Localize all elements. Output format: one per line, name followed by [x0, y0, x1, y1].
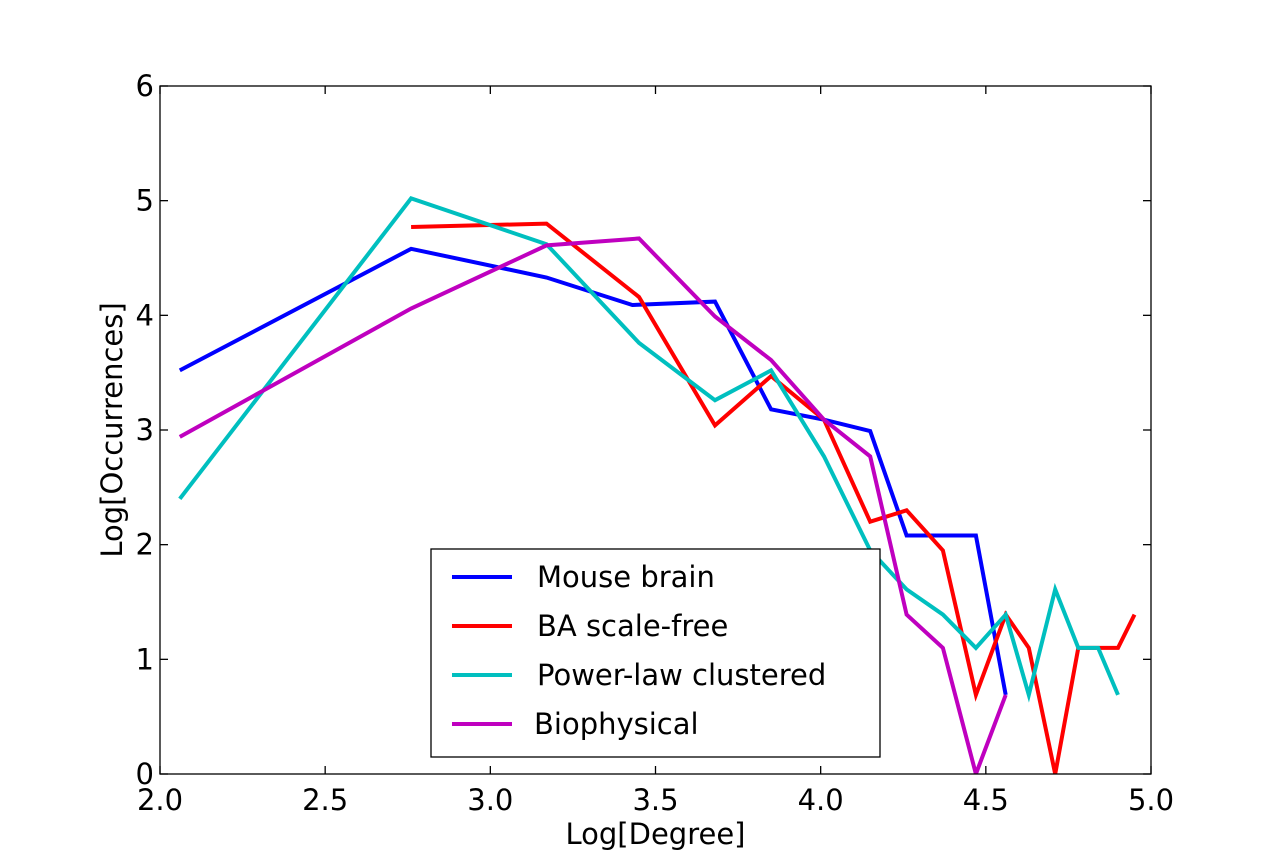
x-tick-label: 2.5	[302, 783, 348, 817]
y-tick-label: 1	[136, 642, 154, 676]
y-tick-label: 5	[136, 184, 154, 218]
series-line-2	[178, 196, 1120, 703]
tick-layer: 2.0 2.5 3.0 3.5 4.0 4.5 5.0 0 1 2 3 4 5 6	[136, 69, 1175, 817]
x-axis-label: Log[Degree]	[566, 817, 746, 851]
series-layer	[178, 196, 1137, 774]
y-tick-label: 4	[136, 298, 154, 332]
legend-label-0: Mouse brain	[537, 560, 715, 594]
x-tick-label: 4.0	[798, 783, 844, 817]
legend-label-2: Power-law clustered	[537, 658, 826, 692]
series-line-3	[178, 236, 1008, 774]
y-axis-label: Log[Occurrences]	[95, 302, 129, 557]
y-tick-label: 6	[136, 69, 154, 103]
x-tick-label: 5.0	[1128, 783, 1174, 817]
y-tick-label: 3	[136, 413, 154, 447]
y-tick-label: 2	[136, 528, 154, 562]
x-tick-label: 4.5	[963, 783, 1009, 817]
legend-entries: Mouse brain BA scale-free Power-law cluste…	[452, 560, 826, 741]
y-tick-label: 0	[136, 757, 154, 791]
x-tick-label: 3.5	[632, 783, 678, 817]
legend: Mouse brain BA scale-free Power-law cluste…	[430, 548, 881, 758]
x-tick-label: 3.0	[467, 783, 513, 817]
legend-label-3: Biophysical	[534, 707, 699, 741]
x-tick-label: 2.0	[137, 783, 183, 817]
legend-label-1: BA scale-free	[537, 609, 728, 643]
